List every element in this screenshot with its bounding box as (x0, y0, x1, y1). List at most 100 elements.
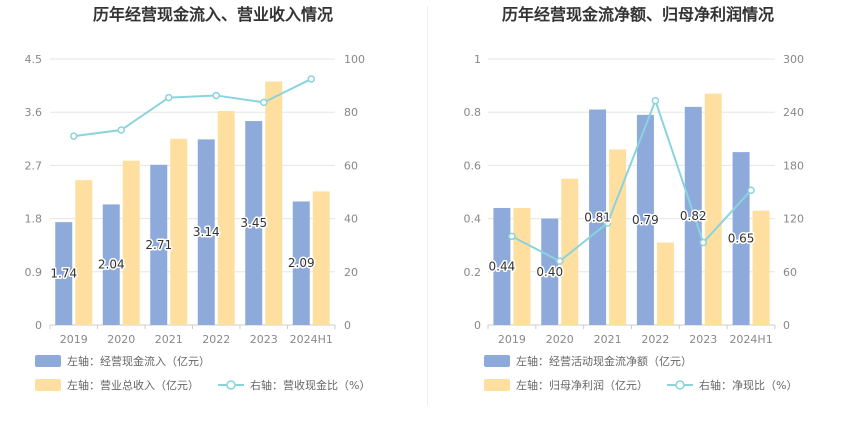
bar-series-2 (656, 242, 674, 325)
x-axis-tick-label: 2019 (60, 333, 88, 346)
line-point (556, 257, 564, 265)
right-axis-tick-label: 180 (783, 159, 804, 172)
left-axis-tick-label: 0.4 (464, 213, 482, 226)
line-point (70, 132, 78, 140)
chart-net-cash-profit: 历年经营现金流净额、归母净利润情况 0 0 0.2 60 0.4 120 0.6 180 0.8… (464, 5, 805, 392)
bar-data-label: 0.79 (632, 213, 659, 227)
right-axis-tick-label: 20 (344, 266, 358, 279)
right-axis-tick-label: 60 (783, 266, 797, 279)
legend-swatch (35, 355, 61, 367)
bar-data-label: 0.65 (728, 232, 755, 246)
legend-label: 左轴：经营现金流入（亿元） (67, 354, 210, 368)
bar-series-2 (122, 160, 140, 325)
right-axis-tick-label: 80 (344, 106, 358, 119)
line-point (508, 232, 516, 241)
line-point (651, 96, 660, 105)
x-axis-tick-label: 2020 (546, 333, 574, 346)
bar-data-label: 0.82 (680, 209, 707, 223)
line-point (165, 93, 173, 102)
left-axis-tick-label: 0.9 (25, 266, 43, 279)
legend-label: 右轴：净现比（%） (699, 378, 797, 392)
legend-label: 左轴：归母净利润（亿元） (516, 378, 648, 392)
line-point (307, 75, 315, 83)
bar-series-2 (170, 138, 188, 325)
legend-label: 左轴：营业总收入（亿元） (67, 378, 199, 392)
x-axis-tick-label: 2023 (250, 333, 278, 346)
line-point (747, 186, 755, 194)
x-axis-tick-label: 2021 (594, 333, 622, 346)
x-axis-tick-label: 2024H1 (729, 333, 772, 346)
bar-series-1 (292, 201, 310, 325)
bar-series-2 (561, 178, 579, 325)
bar-data-label: 0.44 (489, 259, 516, 273)
panel-divider (427, 6, 428, 406)
right-axis-tick-label: 0 (344, 319, 351, 332)
right-axis-tick-label: 300 (783, 53, 804, 66)
legend-label: 左轴：经营活动现金流净额（亿元） (516, 354, 692, 368)
bar-series-2 (513, 207, 531, 325)
bar-series-1 (541, 218, 559, 325)
bar-data-label: 3.45 (240, 216, 267, 230)
right-axis-tick-label: 100 (344, 53, 365, 66)
left-axis-tick-label: 0 (35, 319, 42, 332)
bar-series-1 (197, 139, 215, 325)
line-point (260, 98, 268, 107)
bar-series-2 (704, 93, 722, 325)
left-axis-tick-label: 1.8 (25, 213, 43, 226)
bar-data-label: 2.04 (98, 258, 125, 272)
chart-cash-inflow-revenue: 历年经营现金流入、营业收入情况 0 0 0.9 20 1.8 40 2.7 60 3.6 80 4.… (25, 5, 371, 392)
bar-series-2 (609, 149, 627, 325)
x-axis-tick-label: 2023 (689, 333, 717, 346)
x-axis-tick-label: 2024H1 (290, 333, 333, 346)
left-axis-tick-label: 1 (474, 53, 481, 66)
legend-swatch-point (675, 380, 685, 390)
bar-series-2 (265, 81, 283, 325)
x-axis-tick-label: 2021 (155, 333, 183, 346)
right-axis-tick-label: 40 (344, 213, 358, 226)
x-axis-tick-label: 2022 (641, 333, 669, 346)
left-axis-tick-label: 0.6 (464, 159, 482, 172)
bar-data-label: 0.40 (536, 265, 563, 279)
bar-series-1 (245, 121, 263, 325)
bar-data-label: 0.81 (584, 210, 611, 224)
line-point (117, 126, 125, 134)
bar-data-label: 1.74 (50, 267, 77, 281)
bar-series-1 (589, 109, 607, 325)
bar-series-2 (312, 191, 330, 325)
bar-data-label: 2.71 (145, 238, 172, 252)
legend-swatch (484, 355, 510, 367)
left-axis-tick-label: 4.5 (25, 53, 43, 66)
left-axis-tick-label: 2.7 (25, 159, 43, 172)
line-point (699, 238, 707, 247)
x-axis-tick-label: 2019 (498, 333, 526, 346)
bar-series-1 (150, 164, 168, 325)
bar-series-1 (493, 207, 511, 325)
bar-data-label: 2.09 (288, 256, 315, 270)
left-axis-tick-label: 3.6 (25, 106, 43, 119)
line-point (603, 219, 612, 227)
x-axis-tick-label: 2020 (107, 333, 135, 346)
bar-series-2 (75, 180, 93, 325)
bar-series-1 (55, 222, 73, 325)
chart-title: 历年经营现金流入、营业收入情况 (93, 5, 333, 24)
right-axis-tick-label: 240 (783, 106, 804, 119)
left-axis-tick-label: 0.8 (464, 106, 482, 119)
bar-series-1 (102, 204, 120, 325)
right-axis-tick-label: 60 (344, 159, 358, 172)
bar-series-1 (636, 114, 654, 325)
left-axis-tick-label: 0.2 (464, 266, 482, 279)
line-series (511, 97, 752, 263)
legend-swatch (35, 379, 61, 391)
x-axis-tick-label: 2022 (202, 333, 230, 346)
chart-title: 历年经营现金流净额、归母净利润情况 (502, 5, 774, 24)
bar-series-2 (217, 111, 235, 325)
right-axis-tick-label: 120 (783, 213, 804, 226)
right-axis-tick-label: 0 (783, 319, 790, 332)
bar-series-2 (752, 210, 770, 325)
legend-swatch-point (226, 380, 236, 390)
line-point (212, 91, 220, 100)
legend-swatch (484, 379, 510, 391)
bar-data-label: 3.14 (193, 225, 220, 239)
legend-label: 右轴：营收现金比（%） (250, 378, 370, 392)
